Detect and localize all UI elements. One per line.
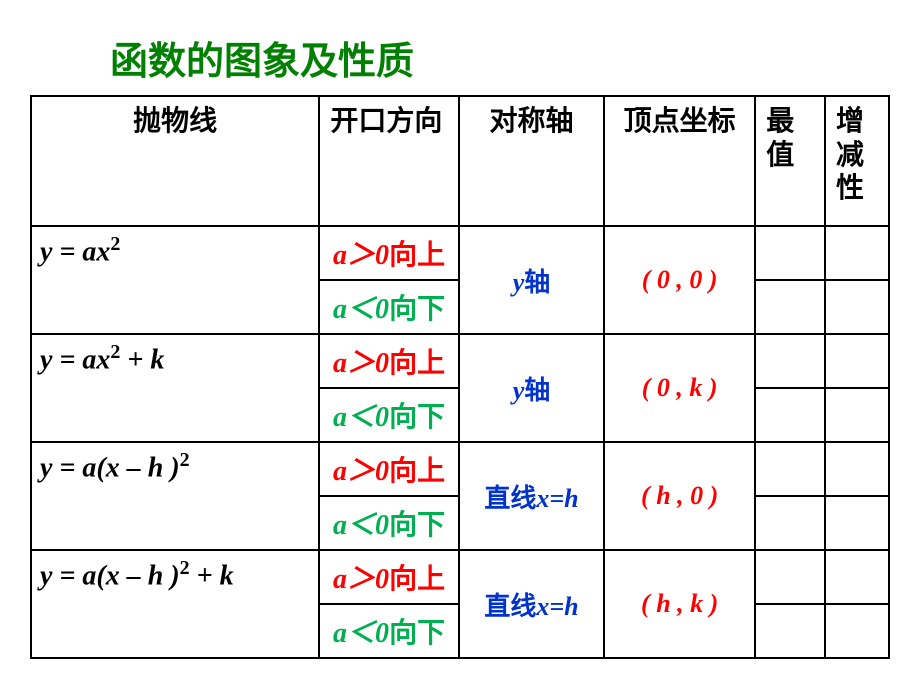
formula-cell: y = ax2 — [31, 226, 319, 334]
monotone-cell — [825, 226, 889, 280]
monotone-cell — [825, 496, 889, 550]
table-row: y = a(x – h )2a＞0向上直线x=h( h , 0 ) — [31, 442, 889, 496]
extreme-cell — [755, 226, 825, 280]
page-title: 函数的图象及性质 — [0, 0, 920, 95]
opening-down: a＜0向下 — [319, 280, 459, 334]
extreme-cell — [755, 550, 825, 604]
header-row: 抛物线 开口方向 对称轴 顶点坐标 最值 增减性 — [31, 96, 889, 226]
extreme-cell — [755, 496, 825, 550]
monotone-cell — [825, 442, 889, 496]
axis-cell: y轴 — [459, 334, 604, 442]
opening-down: a＜0向下 — [319, 604, 459, 658]
monotone-cell — [825, 280, 889, 334]
opening-up: a＞0向上 — [319, 334, 459, 388]
extreme-cell — [755, 604, 825, 658]
table-row: y = ax2a＞0向上y轴( 0 , 0 ) — [31, 226, 889, 280]
extreme-cell — [755, 280, 825, 334]
header-extreme: 最值 — [755, 96, 825, 226]
properties-table: 抛物线 开口方向 对称轴 顶点坐标 最值 增减性 y = ax2a＞0向上y轴(… — [30, 95, 890, 659]
monotone-cell — [825, 334, 889, 388]
table-row: y = a(x – h )2 + ka＞0向上直线x=h( h , k ) — [31, 550, 889, 604]
opening-down: a＜0向下 — [319, 388, 459, 442]
opening-up: a＞0向上 — [319, 550, 459, 604]
axis-cell: 直线x=h — [459, 442, 604, 550]
opening-up: a＞0向上 — [319, 442, 459, 496]
header-parabola: 抛物线 — [31, 96, 319, 226]
header-axis: 对称轴 — [459, 96, 604, 226]
formula-cell: y = a(x – h )2 + k — [31, 550, 319, 658]
header-vertex: 顶点坐标 — [604, 96, 755, 226]
opening-down: a＜0向下 — [319, 496, 459, 550]
monotone-cell — [825, 550, 889, 604]
opening-up: a＞0向上 — [319, 226, 459, 280]
header-monotone: 增减性 — [825, 96, 889, 226]
header-opening: 开口方向 — [319, 96, 459, 226]
monotone-cell — [825, 604, 889, 658]
monotone-cell — [825, 388, 889, 442]
extreme-cell — [755, 442, 825, 496]
extreme-cell — [755, 388, 825, 442]
vertex-cell: ( h , k ) — [604, 550, 755, 658]
axis-cell: y轴 — [459, 226, 604, 334]
vertex-cell: ( 0 , k ) — [604, 334, 755, 442]
extreme-cell — [755, 334, 825, 388]
formula-cell: y = a(x – h )2 — [31, 442, 319, 550]
axis-cell: 直线x=h — [459, 550, 604, 658]
table-row: y = ax2 + ka＞0向上y轴( 0 , k ) — [31, 334, 889, 388]
vertex-cell: ( 0 , 0 ) — [604, 226, 755, 334]
formula-cell: y = ax2 + k — [31, 334, 319, 442]
vertex-cell: ( h , 0 ) — [604, 442, 755, 550]
